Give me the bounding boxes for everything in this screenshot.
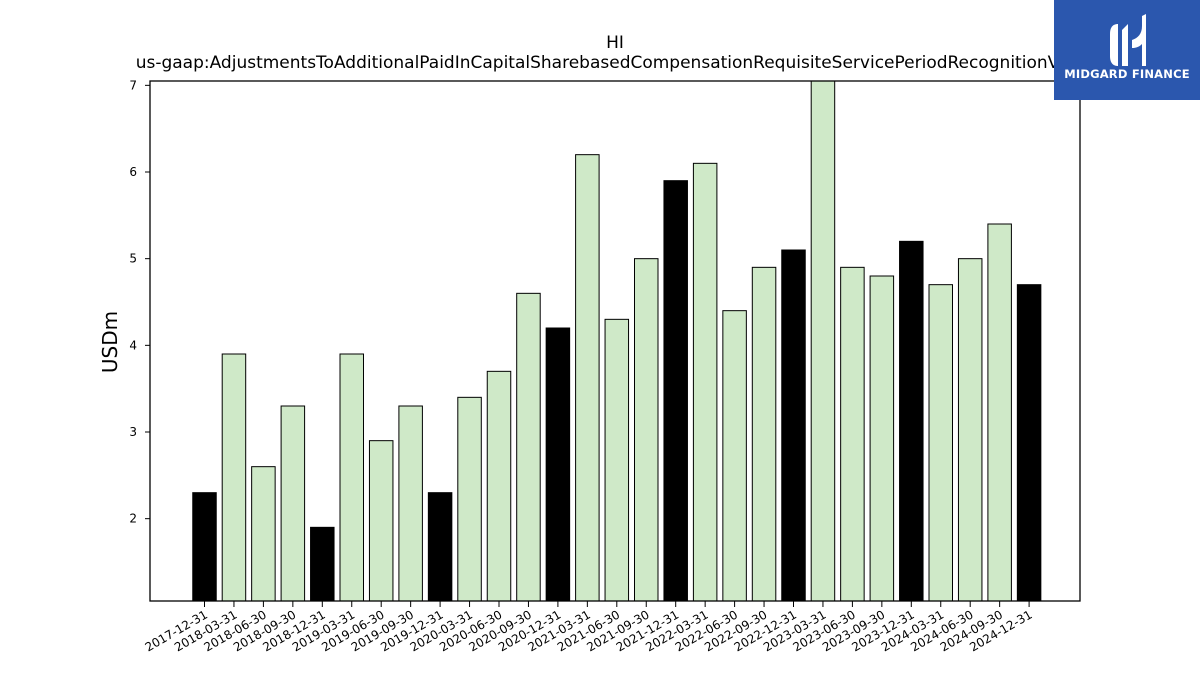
bar-2023-03-31: [810, 81, 836, 601]
bar-2021-09-30: [634, 258, 659, 601]
bar-2019-09-30: [398, 405, 423, 601]
bar-series: [192, 81, 1042, 601]
bar-2021-12-31: [663, 180, 688, 601]
plot-frame: [149, 80, 1081, 602]
y-tick-label: 2: [129, 512, 137, 526]
y-axis-label: USDm: [98, 311, 122, 373]
bar-2020-12-31: [545, 327, 571, 601]
y-tick-label: 5: [129, 252, 137, 266]
bar-2024-12-31: [1016, 284, 1042, 601]
bar-2022-06-30: [722, 310, 747, 601]
bar-2020-09-30: [516, 292, 541, 601]
bar-2024-06-30: [957, 258, 983, 601]
logo-text: MIDGARD FINANCE: [1064, 67, 1190, 81]
chart-subtitle: us-gaap:AdjustmentsToAdditionalPaidInCap…: [136, 53, 1095, 73]
bar-2018-06-30: [251, 466, 276, 601]
bar-2022-12-31: [781, 249, 806, 601]
bar-2023-06-30: [840, 266, 865, 601]
midgard-finance-logo: MIDGARD FINANCE: [1054, 0, 1200, 100]
bar-2023-09-30: [869, 275, 895, 601]
bar-2018-03-31: [221, 353, 247, 601]
y-tick-label: 3: [129, 425, 137, 439]
bar-2022-03-31: [692, 162, 718, 601]
bar-2024-03-31: [928, 284, 953, 601]
bar-2019-12-31: [427, 492, 453, 601]
y-tick-label: 7: [129, 78, 137, 92]
bar-2023-12-31: [899, 240, 924, 601]
y-tick-label: 4: [129, 338, 137, 352]
chart-title: HI: [606, 33, 624, 53]
bar-2022-09-30: [751, 266, 777, 601]
bar-2024-09-30: [987, 223, 1012, 601]
y-tick-label: 6: [129, 165, 137, 179]
bar-2021-06-30: [604, 318, 630, 601]
bar-2020-06-30: [486, 370, 512, 601]
bar-2018-09-30: [280, 405, 306, 601]
bar-2017-12-31: [192, 492, 217, 601]
bar-2021-03-31: [575, 154, 600, 601]
midgard-logo-icon: [1110, 14, 1146, 66]
bar-2019-06-30: [368, 440, 394, 601]
bar-2019-03-31: [339, 353, 364, 601]
bar-2020-03-31: [457, 396, 482, 601]
bar-2018-12-31: [310, 526, 335, 601]
